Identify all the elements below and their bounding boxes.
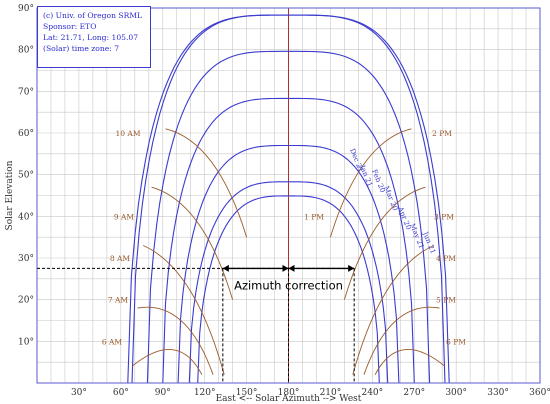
- sun-path-series: [162, 97, 415, 384]
- source-info-box: (c) Univ. of Oregon SRML Sponsor: ETO La…: [37, 6, 151, 68]
- hour-label-1pm: 1 PM: [304, 212, 324, 221]
- x-tick-label: 120°: [194, 388, 216, 398]
- hour-label-pm: 6 PM: [446, 337, 466, 346]
- source-line-4: (Solar) time zone: 7: [43, 44, 120, 53]
- arrowhead: [222, 264, 229, 272]
- month-label: Dec 21: [348, 147, 365, 173]
- sun-path-series: [131, 14, 446, 384]
- hour-label-am: 7 AM: [108, 296, 129, 305]
- hour-label-am: 10 AM: [115, 129, 140, 138]
- hour-line-8am: [143, 245, 225, 375]
- hour-line-7am: [363, 306, 440, 375]
- hour-line-9am: [343, 186, 426, 300]
- x-tick-label: 30°: [71, 388, 87, 398]
- source-line-1: (c) Univ. of Oregon SRML: [43, 11, 143, 20]
- hour-label-pm: 2 PM: [432, 129, 452, 138]
- x-tick-label: 330°: [487, 388, 509, 398]
- x-tick-label: 150°: [236, 388, 258, 398]
- y-tick-label: 60°: [18, 129, 34, 139]
- y-tick-label: 40°: [18, 212, 34, 222]
- source-line-2: Sponsor: ETO: [43, 22, 97, 31]
- hour-label-pm: 3 PM: [434, 212, 454, 221]
- hour-lines-layer: [131, 128, 446, 375]
- y-axis-title: Solar Elevation: [5, 160, 15, 230]
- x-tick-label: 270°: [403, 388, 425, 398]
- y-tick-label: 80°: [18, 46, 34, 56]
- hour-label-am: 9 AM: [114, 212, 135, 221]
- hour-line-6am: [374, 349, 446, 375]
- x-tick-label: 300°: [445, 388, 467, 398]
- x-tick-label: 180°: [278, 388, 300, 398]
- azimuth-correction-label: Azimuth correction: [234, 278, 343, 292]
- sun-path-series: [188, 181, 389, 384]
- arrowhead: [288, 264, 295, 272]
- sun-path-series: [177, 144, 400, 384]
- y-tick-label: 70°: [18, 87, 34, 97]
- hour-label-am: 6 AM: [102, 337, 123, 346]
- hour-label-am: 8 AM: [110, 254, 131, 263]
- plot-frame: [36, 7, 541, 384]
- y-tick-label: 30°: [18, 254, 34, 264]
- x-tick-label: 360°: [529, 388, 550, 398]
- arrowhead: [348, 264, 355, 272]
- x-axis-title: East <-- Solar Azimuth --> West: [216, 394, 362, 404]
- y-tick-label: 50°: [18, 171, 34, 181]
- x-tick-label: 60°: [113, 388, 129, 398]
- y-tick-label: 10°: [18, 337, 34, 347]
- sun-paths-layer: [127, 14, 450, 384]
- hour-line-10am: [329, 128, 412, 238]
- sun-path-series: [197, 195, 380, 384]
- source-line-3: Lat: 21.71, Long: 105.07: [43, 33, 139, 42]
- x-tick-label: 90°: [155, 388, 171, 398]
- y-tick-label: 90°: [18, 4, 34, 14]
- hour-label-pm: 5 PM: [436, 296, 456, 305]
- x-tick-label: 210°: [320, 388, 342, 398]
- hour-label-pm: 4 PM: [436, 254, 456, 263]
- hour-line-10am: [165, 128, 248, 238]
- sun-path-series: [146, 50, 431, 384]
- y-tick-label: 20°: [18, 296, 34, 306]
- arrowhead: [282, 264, 289, 272]
- hour-line-6am: [131, 349, 203, 375]
- x-tick-label: 240°: [361, 388, 383, 398]
- hour-line-9am: [151, 186, 234, 300]
- hour-line-7am: [137, 306, 214, 375]
- hour-line-8am: [352, 245, 434, 375]
